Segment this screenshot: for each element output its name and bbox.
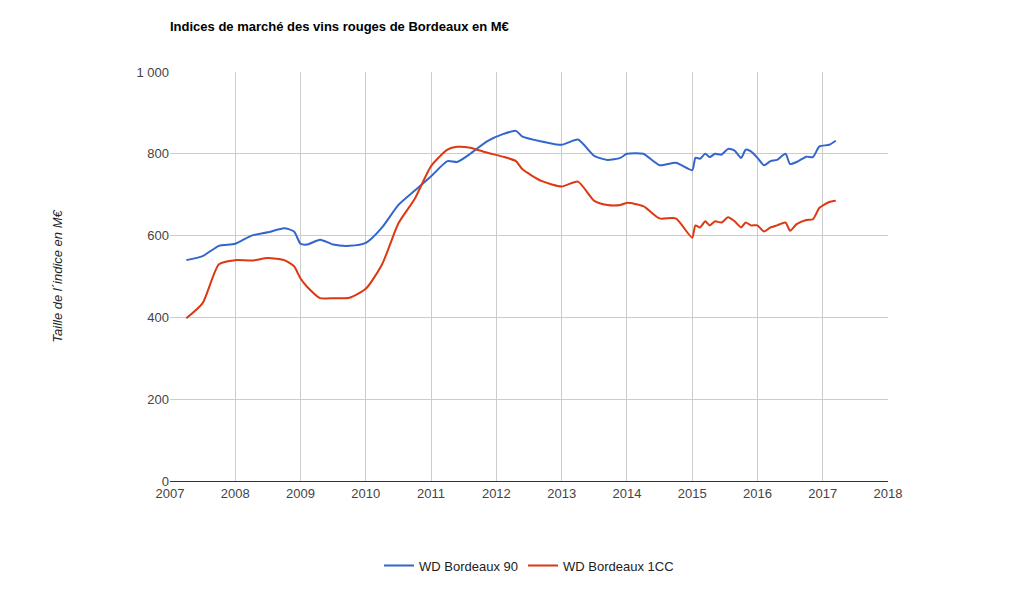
svg-text:800: 800 (147, 146, 169, 161)
svg-text:2011: 2011 (417, 486, 445, 501)
svg-text:WD Bordeaux 1CC: WD Bordeaux 1CC (563, 559, 674, 574)
svg-text:2009: 2009 (286, 486, 315, 501)
svg-text:0: 0 (162, 474, 169, 489)
svg-text:2017: 2017 (808, 486, 837, 501)
svg-text:Taille de l´indice en M€: Taille de l´indice en M€ (50, 209, 65, 342)
svg-text:600: 600 (147, 228, 169, 243)
svg-text:Indices de marché des vins rou: Indices de marché des vins rouges de Bor… (170, 19, 509, 34)
svg-text:1 000: 1 000 (136, 65, 169, 80)
svg-text:2012: 2012 (482, 486, 511, 501)
svg-text:2016: 2016 (743, 486, 772, 501)
svg-text:2015: 2015 (678, 486, 707, 501)
svg-text:2010: 2010 (351, 486, 380, 501)
svg-text:2007: 2007 (156, 486, 185, 501)
svg-text:2014: 2014 (612, 486, 641, 501)
svg-text:2013: 2013 (547, 486, 576, 501)
svg-text:2008: 2008 (221, 486, 250, 501)
svg-text:400: 400 (147, 310, 169, 325)
svg-text:200: 200 (147, 392, 169, 407)
svg-text:2018: 2018 (874, 486, 903, 501)
svg-text:WD Bordeaux 90: WD Bordeaux 90 (419, 559, 518, 574)
